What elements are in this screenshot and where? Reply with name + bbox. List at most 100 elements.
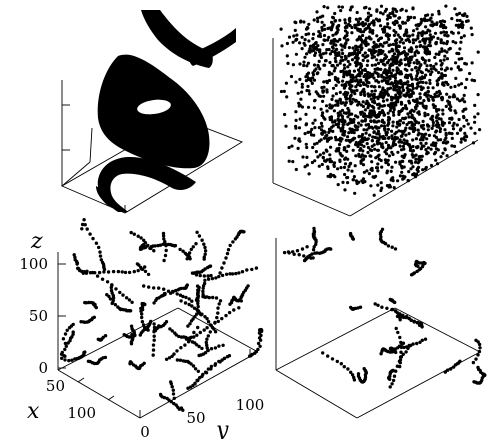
scatter-point (222, 261, 226, 265)
scatter-point (357, 37, 361, 41)
scatter-point (336, 167, 340, 171)
scatter-point (353, 191, 357, 195)
scatter-point (304, 123, 308, 127)
z-axis-label: z (30, 229, 43, 254)
scatter-point (406, 346, 410, 351)
scatter-point (385, 306, 389, 310)
scatter-point (175, 358, 180, 362)
scatter-point (370, 51, 374, 55)
scatter-point (390, 129, 394, 133)
scatter-point (225, 251, 230, 256)
scatter-point (384, 33, 388, 38)
scatter-point (196, 325, 200, 330)
scatter-point (188, 257, 192, 261)
scatter-point (325, 109, 329, 113)
scatter-point (388, 109, 392, 113)
scatter-point (386, 70, 390, 75)
scatter-point (353, 164, 357, 168)
scatter-point (423, 337, 428, 341)
scatter-point (369, 184, 373, 188)
scatter-point (348, 62, 352, 66)
scatter-point (190, 304, 194, 308)
scatter-point (379, 158, 383, 163)
scatter-point (390, 134, 394, 138)
scatter-point (440, 95, 444, 99)
scatter-point (195, 312, 199, 316)
scatter-point (338, 90, 342, 94)
scatter-point (303, 38, 307, 42)
scatter-point (319, 121, 324, 125)
scatter-point (313, 118, 317, 122)
scatter-point (420, 338, 424, 342)
scatter-point (308, 44, 313, 48)
scatter-point (413, 66, 417, 70)
scatter-point (362, 144, 366, 148)
scatter-point (412, 61, 416, 65)
scatter-point (476, 112, 480, 116)
scatter-point (312, 133, 316, 137)
scatter-point (415, 168, 419, 172)
scatter-point (455, 123, 459, 127)
scatter-point (333, 19, 337, 23)
scatter-point (206, 320, 211, 324)
scatter-point (391, 124, 395, 128)
scatter-point (302, 60, 306, 64)
scatter-point (389, 62, 394, 66)
scatter-point (424, 81, 428, 85)
scatter-point (353, 26, 358, 30)
scatter-point (312, 18, 316, 22)
scatter-point (431, 35, 435, 39)
scatter-point (415, 86, 419, 90)
scatter-point (380, 124, 384, 128)
scatter-point (367, 126, 371, 130)
scatter-point (170, 354, 174, 358)
scatter-point (368, 109, 372, 113)
scatter-point (400, 7, 404, 11)
scatter-point (426, 86, 430, 90)
scatter-point (419, 17, 423, 21)
scatter-point (347, 131, 351, 135)
scatter-point (380, 111, 384, 115)
scatter-point (342, 148, 346, 152)
scatter-point (412, 154, 416, 158)
scatter-point (439, 31, 443, 35)
scatter-point (411, 6, 415, 10)
scatter-point (473, 115, 477, 119)
scatter-point (450, 17, 454, 21)
scatter-point (449, 67, 453, 71)
scatter-point (287, 145, 291, 150)
scatter-point (342, 63, 346, 67)
scatter-point (324, 148, 328, 152)
scatter-point (202, 281, 207, 286)
scatter-point (405, 86, 409, 90)
scatter-point (356, 68, 361, 72)
scatter-point (316, 16, 320, 20)
scatter-point (282, 250, 287, 255)
scatter-point (307, 49, 311, 54)
scatter-point (388, 12, 392, 16)
scatter-point (89, 300, 94, 305)
scatter-point (305, 155, 309, 159)
scatter-point (443, 370, 447, 374)
br-x-edge (275, 369, 358, 419)
scatter-point (391, 74, 395, 78)
scatter-point (350, 169, 354, 173)
scatter-point (215, 315, 219, 320)
scatter-point (408, 55, 412, 59)
scatter-point (417, 323, 422, 327)
scatter-point (356, 125, 360, 129)
scatter-point (326, 354, 330, 358)
scatter-point (342, 130, 346, 134)
scatter-point (385, 73, 389, 77)
scatter-point (424, 68, 428, 72)
scatter-point (297, 126, 302, 130)
scatter-point (315, 72, 319, 76)
scatter-point (214, 276, 218, 280)
scatter-point (396, 150, 400, 154)
scatter-point (250, 267, 254, 272)
scatter-point (385, 160, 389, 164)
scatter-point (346, 367, 350, 371)
scatter-point (372, 45, 376, 50)
scatter-point (445, 42, 449, 46)
scatter-point (191, 245, 195, 249)
